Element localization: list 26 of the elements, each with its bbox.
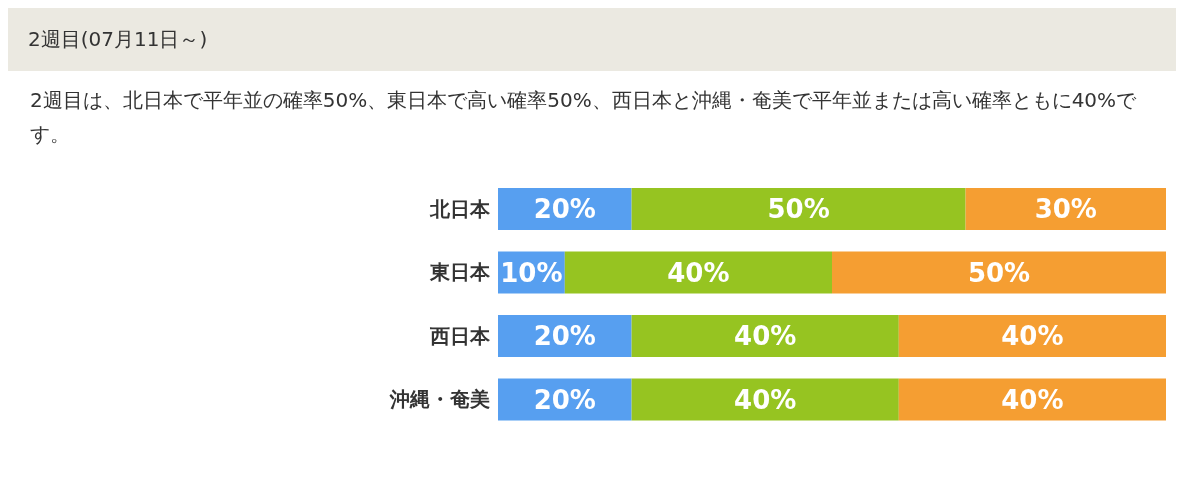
bar (631, 378, 899, 421)
y-tick-label: 東日本 (429, 260, 491, 285)
y-tick-label: 沖縄・奄美 (389, 387, 490, 412)
data-label: 50% (767, 194, 830, 224)
bar (898, 378, 1166, 421)
bar (898, 315, 1166, 357)
data-label: 20% (533, 384, 596, 415)
data-label: 50% (967, 257, 1031, 288)
data-label: 40% (1001, 321, 1064, 351)
bar (631, 315, 899, 357)
data-label: 40% (1001, 384, 1064, 415)
y-tick-label: 北日本 (429, 196, 491, 221)
y-tick-label: 西日本 (429, 323, 491, 348)
text: 2週目(07月11日～) (8, 8, 1176, 71)
data-label: 40% (734, 321, 797, 351)
bar (832, 251, 1166, 294)
chart-subtitle: 2週目は、北日本で平年並の確率50%、東日本で高い確率50%、西日本と沖縄・奄美で平年並または高い確率ともに40%です。 (29, 87, 1138, 148)
data-label: 40% (734, 384, 797, 415)
data-label: 10% (500, 257, 563, 288)
bar (631, 188, 966, 230)
data-label: 40% (667, 257, 730, 288)
bar (564, 251, 832, 294)
data-label: 20% (533, 321, 596, 351)
data-label: 30% (1034, 194, 1097, 224)
bar (965, 188, 1166, 230)
data-label: 20% (533, 194, 596, 224)
